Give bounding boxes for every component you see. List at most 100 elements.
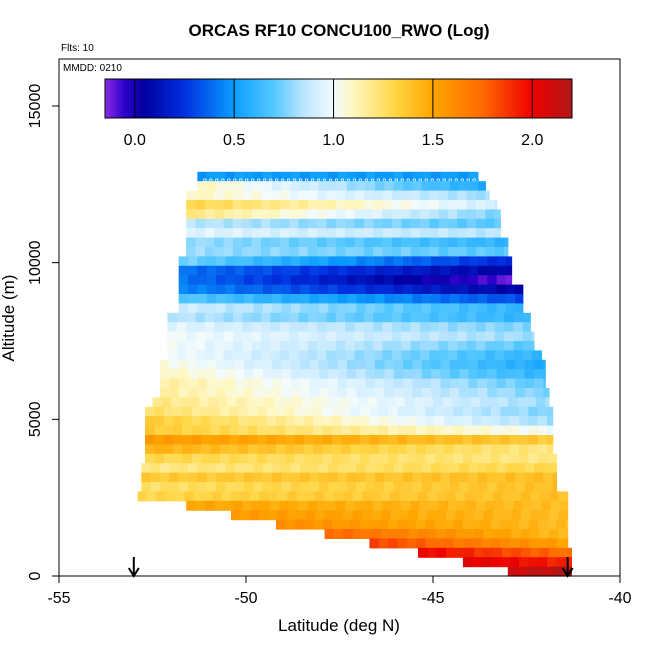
heatmap-cell [332, 406, 342, 417]
heatmap-cell [159, 388, 170, 398]
heatmap-cell [281, 181, 292, 192]
heatmap-cell [197, 482, 208, 492]
heatmap-cell [477, 472, 488, 483]
heatmap-cell [517, 397, 528, 408]
heatmap-cell [326, 228, 337, 239]
heatmap-cell [393, 181, 404, 192]
heatmap-cell [300, 359, 311, 370]
heatmap-cell [332, 425, 342, 436]
heatmap-cell [253, 256, 264, 267]
heatmap-cell [290, 463, 301, 474]
heatmap-cell [388, 519, 399, 530]
heatmap-cell [519, 416, 529, 427]
heatmap-cell [459, 303, 470, 314]
heatmap-cell [487, 303, 498, 314]
heatmap-cell [524, 472, 535, 483]
heatmap-cell [225, 181, 236, 192]
heatmap-cell [290, 303, 301, 314]
heatmap-cell [346, 256, 357, 267]
heatmap-cell [515, 388, 526, 398]
heatmap-cell [543, 378, 546, 389]
heatmap-cell [472, 519, 483, 530]
heatmap-cell [393, 388, 404, 398]
heatmap-cell [492, 491, 503, 502]
heatmap-cell [388, 538, 399, 549]
heatmap-cell [401, 200, 412, 210]
heatmap-cell [492, 510, 503, 521]
heatmap-cell [182, 444, 193, 455]
heatmap-cell [339, 397, 350, 408]
heatmap-cell [210, 435, 221, 445]
heatmap-cell [401, 331, 412, 342]
heatmap-cell [199, 397, 210, 408]
heatmap-cell [375, 388, 385, 398]
heatmap-cell [307, 190, 318, 201]
heatmap-cell [303, 406, 314, 417]
flights-label: Flts: 10 [61, 43, 94, 54]
heatmap-cell [410, 322, 421, 333]
heatmap-cell [272, 171, 283, 182]
heatmap-cell [425, 444, 436, 455]
heatmap-cell [384, 181, 395, 192]
heatmap-cell [487, 463, 498, 474]
heatmap-cell [154, 435, 165, 445]
heatmap-cell [356, 388, 367, 398]
heatmap-cell [244, 303, 255, 314]
heatmap-cell [513, 331, 524, 342]
heatmap-cell [281, 265, 292, 276]
heatmap-cell [337, 181, 348, 192]
heatmap-cell [216, 472, 227, 483]
heatmap-cell [289, 237, 299, 248]
heatmap-cell [197, 359, 208, 370]
heatmap-cell [530, 491, 541, 502]
heatmap-cell [427, 547, 438, 558]
heatmap-cell [216, 482, 227, 492]
heatmap-cell [159, 369, 170, 380]
heatmap-cell [195, 341, 206, 351]
heatmap-cell [403, 275, 414, 286]
heatmap-cell [326, 322, 337, 333]
heatmap-cell [533, 482, 544, 492]
heatmap-cell [335, 237, 346, 248]
heatmap-cell [290, 378, 301, 389]
heatmap-cell [289, 228, 299, 239]
heatmap-cell [505, 303, 516, 314]
heatmap-cell [272, 378, 283, 389]
heatmap-cell [335, 190, 346, 201]
heatmap-cell [229, 425, 240, 436]
heatmap-cell [317, 218, 328, 229]
heatmap-cell [296, 510, 307, 521]
heatmap-cell [333, 529, 344, 539]
heatmap-cell [446, 491, 457, 502]
heatmap-cell [530, 547, 541, 558]
heatmap-cell [520, 491, 531, 502]
heatmap-cell [515, 303, 524, 314]
heatmap-cell [356, 472, 367, 483]
heatmap-cell [285, 444, 296, 455]
heatmap-cell [487, 378, 498, 389]
heatmap-cell [341, 406, 352, 417]
heatmap-cell [249, 491, 260, 502]
heatmap-cell [307, 247, 318, 257]
heatmap-cell [279, 209, 290, 220]
heatmap-cell [247, 435, 258, 445]
heatmap-cell [242, 237, 253, 248]
heatmap-cell [145, 406, 155, 417]
heatmap-cell [204, 228, 215, 239]
heatmap-cell [373, 350, 384, 361]
heatmap-cell [326, 312, 337, 323]
heatmap-cell [251, 200, 262, 210]
heatmap-cell [393, 284, 404, 295]
heatmap-cell [375, 181, 385, 192]
heatmap-cell [195, 237, 206, 248]
date-label: MMDD: 0210 [63, 63, 122, 74]
heatmap-cell [421, 388, 432, 398]
heatmap-cell [476, 247, 486, 257]
heatmap-cell [219, 453, 230, 464]
heatmap-cell [502, 491, 513, 502]
heatmap-cell [429, 237, 440, 248]
heatmap-cell [242, 500, 253, 511]
heatmap-cell [363, 350, 374, 361]
heatmap-cell [234, 303, 245, 314]
heatmap-cell [244, 171, 255, 182]
